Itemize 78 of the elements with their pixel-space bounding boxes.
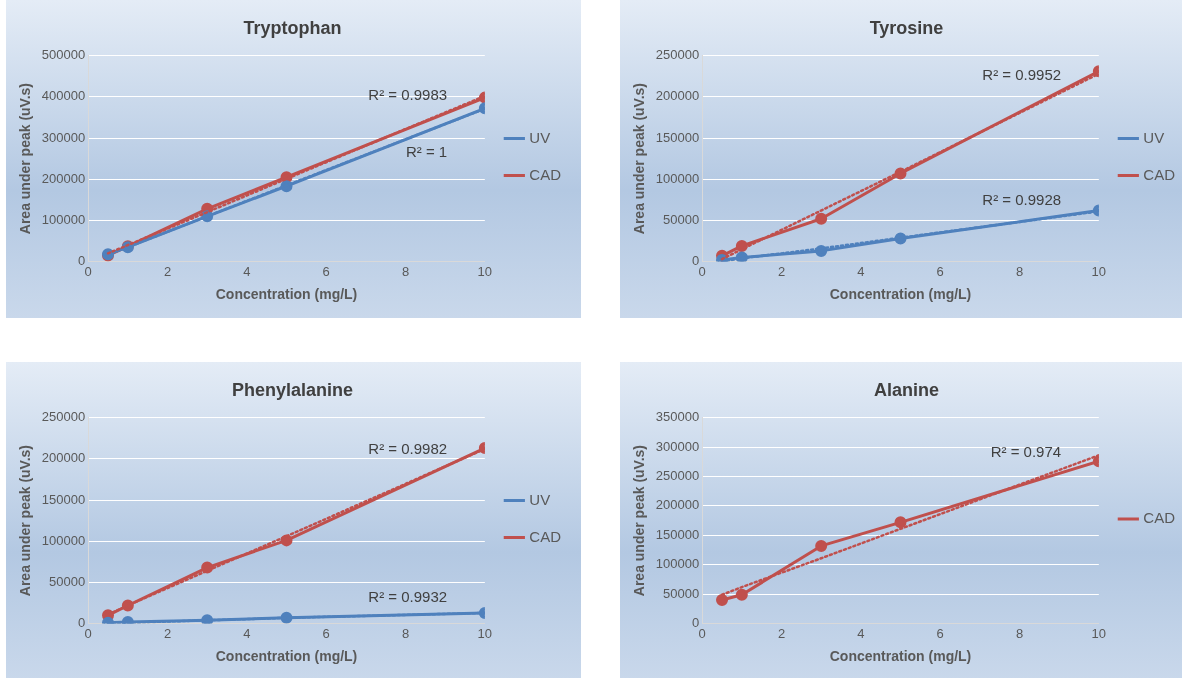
point	[815, 539, 828, 552]
y-axis-title: Area under peak (uV.s)	[631, 444, 648, 597]
x-tick-label: 4	[857, 263, 865, 279]
y-tick-label: 150000	[655, 129, 700, 145]
x-axis-title: Concentration (mg/L)	[215, 286, 358, 303]
x-tick-label: 8	[401, 263, 410, 279]
chart-title: Tryptophan	[243, 17, 342, 38]
x-tick-label: 2	[163, 625, 172, 641]
y-tick-label: 350000	[655, 409, 700, 425]
point	[735, 239, 748, 252]
legend-label: UV	[529, 128, 551, 146]
y-axis-title: Area under peak (uV.s)	[17, 82, 34, 235]
y-axis-title: Area under peak (uV.s)	[631, 82, 648, 235]
x-tick-label: 2	[163, 263, 172, 279]
y-tick-label: 200000	[655, 88, 700, 104]
y-tick-label: 250000	[655, 47, 700, 63]
y-tick-label: 50000	[663, 585, 700, 601]
x-tick-label: 8	[1015, 625, 1024, 641]
point	[894, 516, 907, 529]
y-tick-label: 100000	[41, 211, 86, 227]
x-tick-label: 6	[322, 625, 330, 641]
y-tick-label: 150000	[41, 491, 86, 507]
x-tick-label: 4	[243, 263, 251, 279]
annotation: R² = 0.9928	[982, 190, 1062, 208]
y-tick-label: 0	[77, 615, 86, 631]
x-tick-label: 8	[401, 625, 410, 641]
legend-label: CAD	[529, 527, 562, 545]
x-tick-label: 2	[777, 263, 786, 279]
chart-title: Alanine	[873, 379, 940, 400]
x-tick-label: 6	[936, 625, 944, 641]
legend-label: CAD	[1143, 509, 1176, 527]
y-tick-label: 0	[77, 253, 86, 269]
chart-title: Tyrosine	[869, 17, 944, 38]
y-tick-label: 250000	[41, 409, 86, 425]
x-axis-title: Concentration (mg/L)	[829, 286, 972, 303]
legend-label: CAD	[529, 165, 562, 183]
x-tick-label: 2	[777, 625, 786, 641]
y-tick-label: 50000	[49, 573, 86, 589]
x-tick-label: 4	[243, 625, 251, 641]
legend-label: CAD	[1143, 165, 1176, 183]
x-tick-label: 8	[1015, 263, 1024, 279]
annotation: R² = 1	[405, 143, 448, 161]
x-tick-label: 10	[477, 263, 493, 279]
y-tick-label: 500000	[41, 47, 86, 63]
x-tick-label: 6	[322, 263, 330, 279]
x-tick-label: 10	[477, 625, 493, 641]
y-tick-label: 250000	[655, 468, 700, 484]
annotation: R² = 0.9932	[368, 588, 448, 606]
y-axis-title: Area under peak (uV.s)	[17, 444, 34, 597]
y-tick-label: 300000	[41, 129, 86, 145]
y-tick-label: 200000	[41, 450, 86, 466]
y-tick-label: 150000	[655, 526, 700, 542]
annotation: R² = 0.974	[990, 443, 1062, 461]
y-tick-label: 50000	[663, 211, 700, 227]
point	[735, 588, 748, 601]
y-tick-label: 300000	[655, 438, 700, 454]
x-tick-label: 4	[857, 625, 865, 641]
x-tick-label: 10	[1091, 625, 1107, 641]
y-tick-label: 0	[691, 253, 700, 269]
chart-title: Phenylalanine	[231, 379, 354, 400]
annotation: R² = 0.9982	[368, 439, 448, 457]
x-axis-title: Concentration (mg/L)	[215, 648, 358, 665]
y-tick-label: 100000	[655, 556, 700, 572]
legend-label: UV	[529, 490, 551, 508]
y-tick-label: 0	[691, 615, 700, 631]
x-axis-title: Concentration (mg/L)	[829, 648, 972, 665]
y-tick-label: 100000	[655, 170, 700, 186]
point	[815, 212, 828, 225]
annotation: R² = 0.9952	[982, 66, 1062, 84]
x-tick-label: 10	[1091, 263, 1107, 279]
point	[716, 594, 729, 607]
y-tick-label: 100000	[41, 532, 86, 548]
y-tick-label: 200000	[655, 497, 700, 513]
y-tick-label: 400000	[41, 88, 86, 104]
y-tick-label: 200000	[41, 170, 86, 186]
legend-label: UV	[1143, 128, 1165, 146]
annotation: R² = 0.9983	[368, 85, 448, 103]
x-tick-label: 6	[936, 263, 944, 279]
